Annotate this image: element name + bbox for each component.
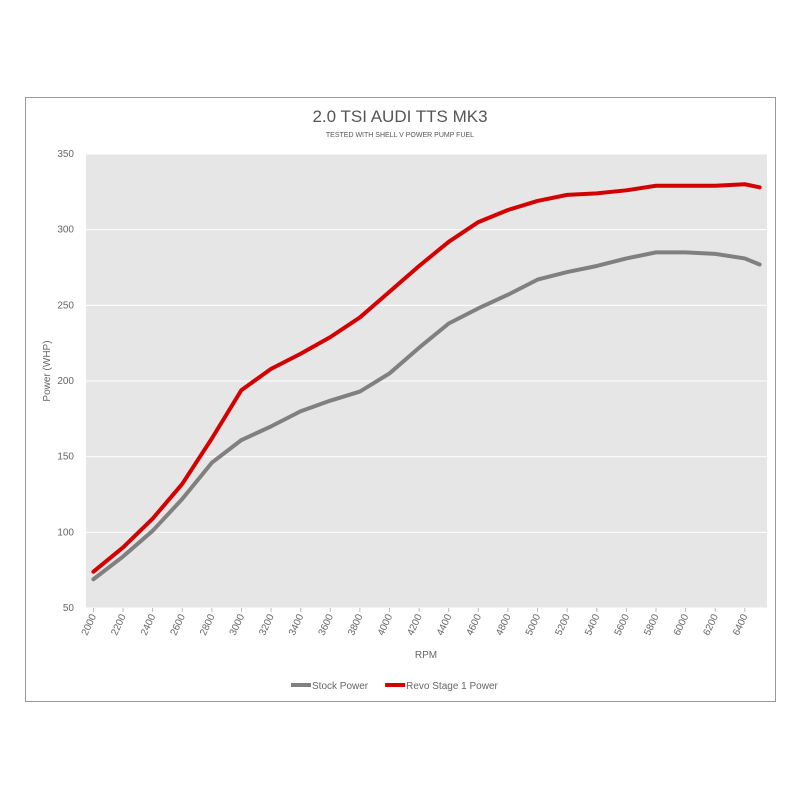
y-tick-label: 300 [57, 225, 74, 236]
y-tick-label: 250 [57, 300, 74, 311]
legend-label: Revo Stage 1 Power [406, 681, 498, 692]
y-tick-label: 200 [57, 376, 74, 387]
chart-title: 2.0 TSI AUDI TTS MK3 [312, 107, 487, 126]
y-tick-label: 350 [57, 149, 74, 160]
series-line [91, 182, 762, 574]
y-axis-label: Power (WHP) [42, 340, 53, 401]
legend-label: Stock Power [312, 681, 369, 692]
x-axis-label: RPM [415, 650, 437, 661]
y-tick-label: 150 [57, 452, 74, 463]
y-tick-label: 100 [57, 527, 74, 538]
chart-subtitle: TESTED WITH SHELL V POWER PUMP FUEL [326, 132, 474, 139]
series-line [91, 250, 762, 582]
y-tick-label: 50 [63, 603, 75, 614]
